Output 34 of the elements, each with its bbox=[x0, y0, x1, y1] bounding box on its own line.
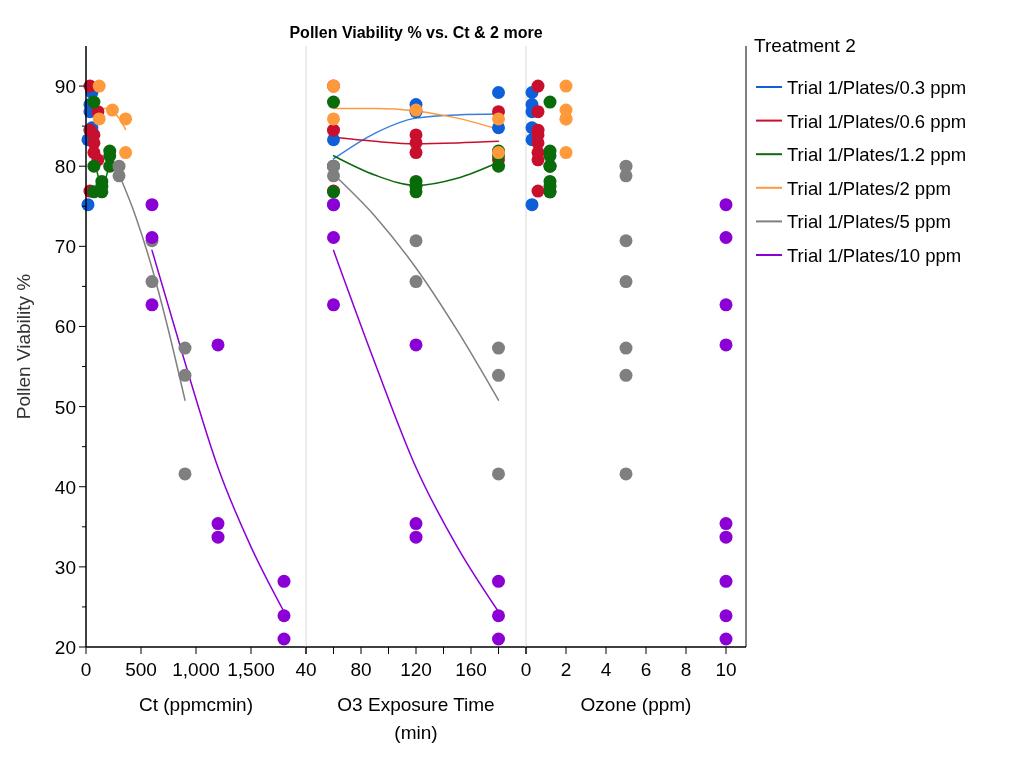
legend-label: Trial 1/Plates/1.2 ppm bbox=[787, 144, 967, 166]
x-tick-label: 2 bbox=[560, 659, 572, 680]
x-tick-label: 10 bbox=[715, 659, 737, 680]
y-tick-label: 50 bbox=[54, 396, 76, 418]
y-tick-label: 40 bbox=[54, 476, 76, 498]
x-tick-label: 0 bbox=[520, 659, 532, 680]
y-tick-label: 60 bbox=[54, 316, 76, 338]
legend-label: Trial 1/Plates/0.6 ppm bbox=[787, 110, 967, 132]
y-tick-label: 70 bbox=[54, 236, 76, 258]
x-tick-label: 0 bbox=[80, 659, 92, 680]
legend-label: Trial 1/Plates/2 ppm bbox=[787, 177, 951, 199]
legend-label: Trial 1/Plates/5 ppm bbox=[787, 211, 951, 233]
x-tick-label: 40 bbox=[295, 659, 317, 680]
x-axis-title: Ct (ppmcmin) bbox=[138, 694, 254, 715]
y-axis-title: Pollen Viability % bbox=[13, 273, 34, 420]
chart-title: Pollen Viability % vs. Ct & 2 more bbox=[289, 24, 543, 41]
legend-label: Trial 1/Plates/0.3 ppm bbox=[787, 77, 967, 98]
x-tick-label: 120 bbox=[400, 659, 432, 680]
y-tick-label: 30 bbox=[54, 556, 76, 578]
x-axis-title: O3 Exposure Time (min) bbox=[337, 694, 495, 743]
x-tick-label: 80 bbox=[350, 659, 372, 680]
x-tick-label: 160 bbox=[455, 659, 487, 680]
x-tick-label: 500 bbox=[125, 659, 157, 680]
y-tick-label: 90 bbox=[54, 76, 76, 98]
x-tick-label: 4 bbox=[600, 659, 612, 680]
y-tick-label: 80 bbox=[54, 156, 76, 178]
x-tick-label: 1,500 bbox=[227, 659, 275, 680]
x-tick-label: 8 bbox=[680, 659, 692, 680]
legend-label: Trial 1/Plates/10 ppm bbox=[787, 245, 962, 266]
x-tick-label: 6 bbox=[640, 659, 652, 680]
legend-title: Treatment 2 bbox=[754, 35, 856, 56]
x-tick-label: 1,000 bbox=[172, 659, 220, 680]
x-axis-title: Ozone (ppm) bbox=[580, 694, 692, 715]
y-tick-label: 20 bbox=[54, 637, 76, 658]
